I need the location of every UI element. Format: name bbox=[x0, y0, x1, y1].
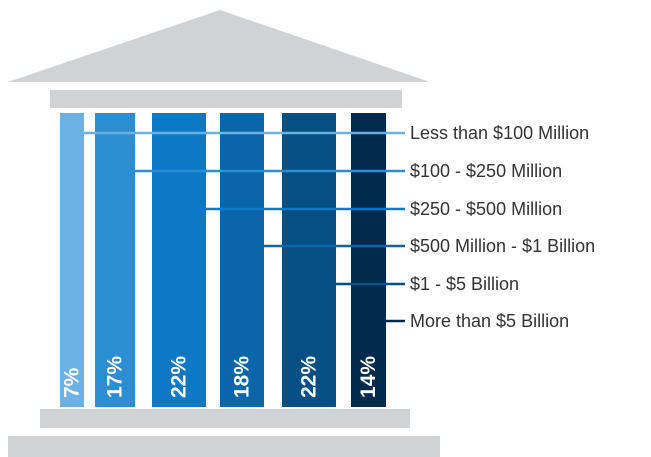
legend-label: $100 - $250 Million bbox=[410, 161, 562, 181]
legend-label: $250 - $500 Million bbox=[410, 199, 562, 219]
column-5 bbox=[282, 113, 336, 407]
columns-layer: 7% 17% 22% 18% 22% 14% bbox=[60, 113, 386, 407]
column-value-label: 7% bbox=[61, 367, 84, 398]
column-6 bbox=[351, 113, 386, 407]
column-value-label: 18% bbox=[231, 356, 254, 398]
column-2 bbox=[95, 113, 135, 407]
column-1 bbox=[60, 113, 84, 407]
column-value-label: 14% bbox=[357, 356, 380, 398]
column-value-label: 22% bbox=[298, 356, 321, 398]
legend-label: $500 Million - $1 Billion bbox=[410, 236, 595, 256]
column-4 bbox=[220, 113, 264, 407]
temple-roof bbox=[8, 10, 430, 82]
legend-layer: Less than $100 Million $100 - $250 Millio… bbox=[74, 123, 595, 331]
temple-lower-step bbox=[8, 436, 440, 457]
temple-entablature bbox=[50, 90, 402, 108]
column-value-label: 22% bbox=[168, 356, 191, 398]
column-value-label: 17% bbox=[104, 356, 127, 398]
temple-upper-step bbox=[40, 409, 410, 428]
legend-label: $1 - $5 Billion bbox=[410, 274, 519, 294]
column-3 bbox=[152, 113, 206, 407]
legend-label: Less than $100 Million bbox=[410, 123, 589, 143]
legend-label: More than $5 Billion bbox=[410, 311, 569, 331]
